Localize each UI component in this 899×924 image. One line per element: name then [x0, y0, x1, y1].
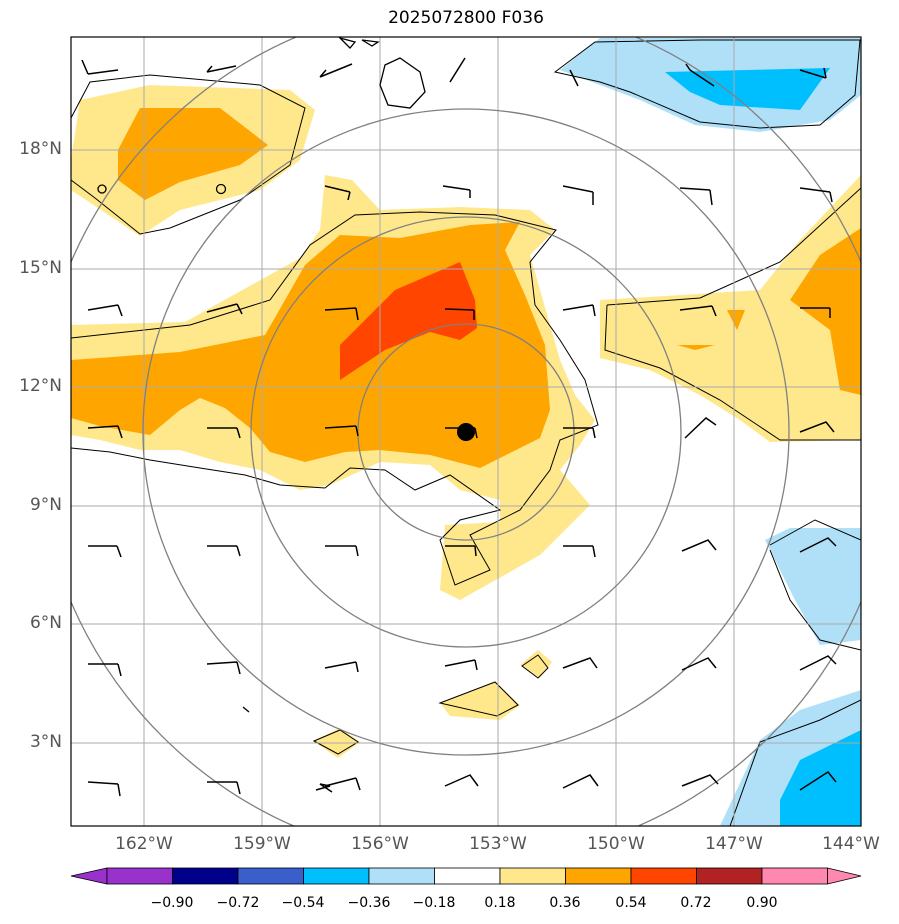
x-tick-label: 144°W	[822, 834, 880, 854]
shading-negative-medium	[665, 68, 861, 826]
colorbar-extend-low	[70, 867, 108, 885]
colorbar	[70, 867, 862, 885]
colorbar-label: −0.54	[281, 895, 325, 911]
x-tick-label: 153°W	[469, 834, 527, 854]
wind-barbs	[81, 57, 837, 797]
y-tick-label: 9°N	[29, 495, 62, 515]
range-rings	[71, 37, 861, 826]
x-tick-label: 162°W	[115, 834, 173, 854]
shading-positive-strong	[340, 262, 477, 380]
colorbar-extend-high	[827, 867, 862, 885]
map-frame	[70, 36, 862, 827]
colorbar-label: 0.90	[746, 895, 778, 911]
colorbar-label: −0.18	[412, 895, 456, 911]
colorbar-label: 0.36	[549, 895, 581, 911]
x-tick-label: 159°W	[233, 834, 291, 854]
y-tick-label: 15°N	[19, 258, 62, 278]
colorbar-label: −0.90	[150, 895, 194, 911]
x-tick-label: 147°W	[705, 834, 763, 854]
y-tick-label: 12°N	[19, 376, 62, 396]
grid-lines	[71, 37, 861, 826]
colorbar-label: 0.54	[615, 895, 647, 911]
colorbar-label: 0.72	[680, 895, 712, 911]
y-tick-label: 18°N	[19, 139, 62, 159]
island-coastlines	[97, 37, 426, 713]
colorbar-label: 0.18	[484, 895, 516, 911]
figure-title: 2025072800 F036	[388, 8, 544, 28]
contour-lines	[71, 39, 861, 826]
map-panel	[71, 37, 861, 826]
colorbar-label: −0.36	[347, 895, 391, 911]
x-tick-label: 150°W	[587, 834, 645, 854]
x-tick-label: 156°W	[351, 834, 409, 854]
y-tick-label: 3°N	[29, 732, 62, 752]
colorbar-label: −0.72	[216, 895, 260, 911]
center-marker	[457, 423, 475, 441]
y-tick-label: 6°N	[29, 613, 62, 633]
